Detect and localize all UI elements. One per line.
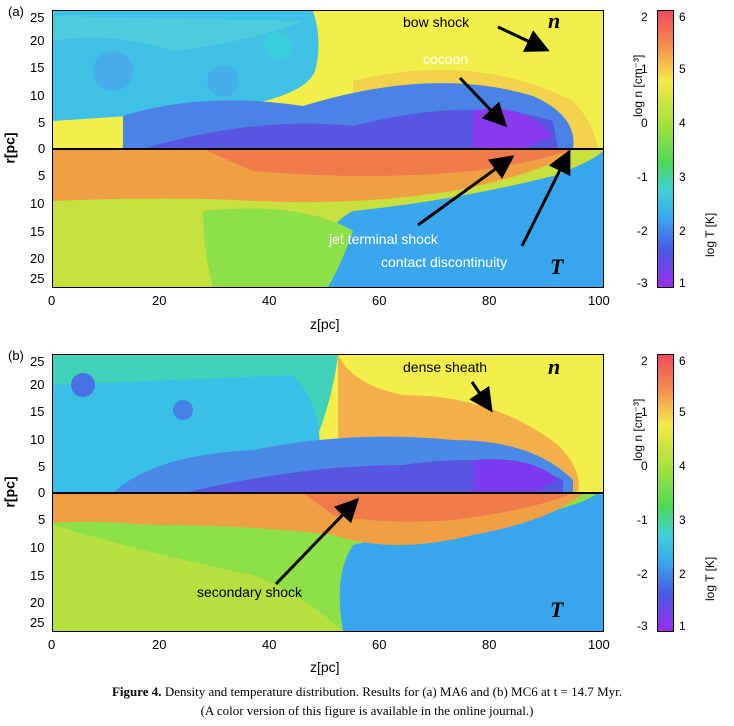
T-tick: 1 (679, 276, 686, 290)
r-tick: 25 (30, 10, 45, 25)
r-tick: 5 (38, 512, 46, 527)
panel-a-n-symbol: n (548, 8, 561, 33)
caption-note: (A color version of this figure is avail… (200, 703, 534, 718)
z-tick: 40 (262, 293, 277, 308)
secondary-shock-label: secondary shock (197, 584, 303, 600)
r-tick: 5 (38, 168, 46, 183)
n-tick: -2 (637, 224, 648, 238)
n-tick: 0 (641, 116, 648, 130)
r-tick: 20 (30, 595, 45, 610)
panel-b-label: (b) (8, 348, 24, 363)
panel-a-xlabel: z[pc] (310, 316, 340, 332)
colorbar-a-T-title: log T [K] (703, 212, 717, 257)
figure-caption: Figure 4. Density and temperature distri… (0, 684, 734, 700)
colorbar-a (657, 10, 674, 288)
panel-b-T-symbol: T (550, 597, 564, 622)
z-tick: 60 (372, 293, 387, 308)
r-tick: 20 (30, 377, 45, 392)
colorbar-b (657, 354, 674, 632)
z-tick: 60 (372, 637, 387, 652)
T-tick: 3 (679, 170, 686, 184)
r-tick: 0 (38, 141, 46, 156)
panel-a-ylabel: r[pc] (1, 132, 18, 164)
z-tick: 0 (48, 293, 56, 308)
panel-a-label: (a) (8, 4, 24, 19)
n-tick: 1 (641, 405, 648, 419)
r-tick: 15 (30, 224, 45, 239)
r-tick: 10 (30, 88, 45, 103)
r-tick: 5 (38, 459, 46, 474)
n-tick: -3 (637, 619, 648, 633)
T-tick: 6 (679, 10, 686, 24)
n-tick: 0 (641, 459, 648, 473)
bow-shock-label: bow shock (403, 14, 470, 30)
panel-a-map (52, 10, 604, 288)
caption-figure-number: Figure 4. (111, 684, 162, 699)
r-tick: 25 (30, 615, 45, 630)
T-tick: 3 (679, 513, 686, 527)
r-tick: 15 (30, 404, 45, 419)
r-tick: 10 (30, 540, 45, 555)
r-tick: 5 (38, 115, 46, 130)
z-tick: 40 (262, 637, 277, 652)
T-tick: 6 (679, 354, 686, 368)
panel-b-n-symbol: n (548, 354, 561, 379)
z-tick: 20 (152, 637, 167, 652)
colorbar-b-n-title: log n [cm⁻³] (631, 398, 645, 461)
r-tick: 15 (30, 60, 45, 75)
panel-a-T-symbol: T (550, 254, 564, 279)
n-tick: 2 (641, 10, 648, 24)
cocoon-label: cocoon (423, 51, 469, 67)
z-tick: 80 (482, 637, 497, 652)
T-tick: 5 (679, 405, 686, 419)
T-tick: 2 (679, 224, 686, 238)
z-tick: 100 (588, 293, 610, 308)
T-tick: 2 (679, 567, 686, 581)
panel-b-ylabel: r[pc] (1, 476, 18, 508)
z-tick: 100 (588, 637, 610, 652)
r-tick: 20 (30, 33, 45, 48)
caption-text: Density and temperature distribution. Re… (161, 684, 623, 699)
z-tick: 80 (482, 293, 497, 308)
colorbar-b-T-title: log T [K] (703, 556, 717, 601)
n-tick: 2 (641, 354, 648, 368)
r-tick: 25 (30, 271, 45, 286)
n-tick: 1 (641, 62, 648, 76)
colorbar-a-n-title: log n [cm⁻³] (631, 54, 645, 117)
panel-b-image (53, 355, 603, 631)
z-tick: 0 (48, 637, 56, 652)
r-tick: 10 (30, 432, 45, 447)
r-tick: 20 (30, 251, 45, 266)
T-tick: 1 (679, 619, 686, 633)
n-tick: -1 (637, 170, 648, 184)
r-tick: 0 (38, 485, 46, 500)
dense-sheath-label: dense sheath (403, 359, 488, 375)
z-tick: 20 (152, 293, 167, 308)
T-tick: 4 (679, 116, 686, 130)
T-tick: 5 (679, 62, 686, 76)
r-tick: 25 (30, 354, 45, 369)
r-tick: 15 (30, 568, 45, 583)
panel-b-xlabel: z[pc] (310, 659, 340, 675)
n-tick: -2 (637, 567, 648, 581)
panel-a-image (53, 11, 603, 287)
T-tick: 4 (679, 459, 686, 473)
n-tick: -1 (637, 513, 648, 527)
jet-terminal-shock-label: jet terminal shock (329, 231, 438, 247)
panel-b-map (52, 354, 604, 632)
r-tick: 10 (30, 196, 45, 211)
n-tick: -3 (637, 276, 648, 290)
contact-discontinuity-label: contact discontinuity (381, 254, 508, 270)
